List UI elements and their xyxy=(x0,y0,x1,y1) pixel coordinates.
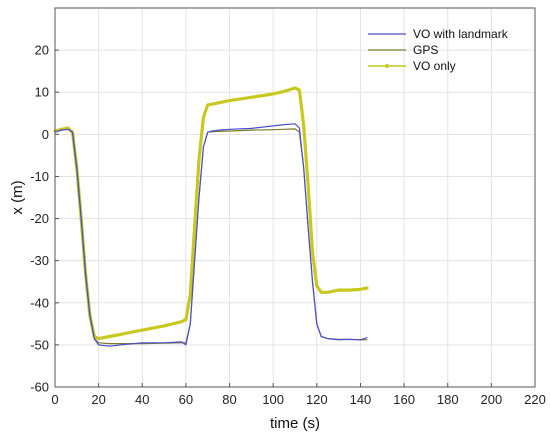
y-tick-label: 20 xyxy=(35,43,49,58)
x-axis-label: time (s) xyxy=(270,415,320,432)
legend: VO with landmark GPS VO only xyxy=(368,27,509,73)
legend-marker xyxy=(385,64,389,68)
plot-border xyxy=(54,7,536,388)
y-tick-label: -10 xyxy=(30,169,49,184)
x-tick-label: 140 xyxy=(350,392,372,407)
series-lines xyxy=(53,86,369,347)
legend-entry: GPS xyxy=(413,43,438,57)
x-tick-label: 180 xyxy=(437,392,459,407)
y-tick-label: -60 xyxy=(30,380,49,395)
y-tick-label: 10 xyxy=(35,85,49,100)
tick-labels: 0 20 40 60 80 100 120 140 160 180 200 220-60-50-40-… xyxy=(30,43,546,407)
x-tick-label: 100 xyxy=(262,392,284,407)
y-tick-label: 0 xyxy=(42,127,49,142)
x-tick-label: 0 xyxy=(51,392,58,407)
y-tick-label: -40 xyxy=(30,295,49,310)
x-tick-label: 60 xyxy=(179,392,193,407)
y-tick-label: -20 xyxy=(30,211,49,226)
x-tick-label: 220 xyxy=(524,392,546,407)
series-line-0 xyxy=(54,123,368,347)
y-tick-label: -30 xyxy=(30,253,49,268)
legend-entry: VO only xyxy=(413,59,456,73)
x-tick-label: 40 xyxy=(135,392,149,407)
legend-entry: VO with landmark xyxy=(413,27,509,41)
x-tick-label: 200 xyxy=(481,392,503,407)
x-tick-label: 120 xyxy=(306,392,328,407)
y-axis-label: x (m) xyxy=(9,180,26,214)
x-tick-label: 160 xyxy=(393,392,415,407)
x-tick-label: 20 xyxy=(91,392,105,407)
x-tick-label: 80 xyxy=(222,392,236,407)
y-tick-label: -50 xyxy=(30,337,49,352)
